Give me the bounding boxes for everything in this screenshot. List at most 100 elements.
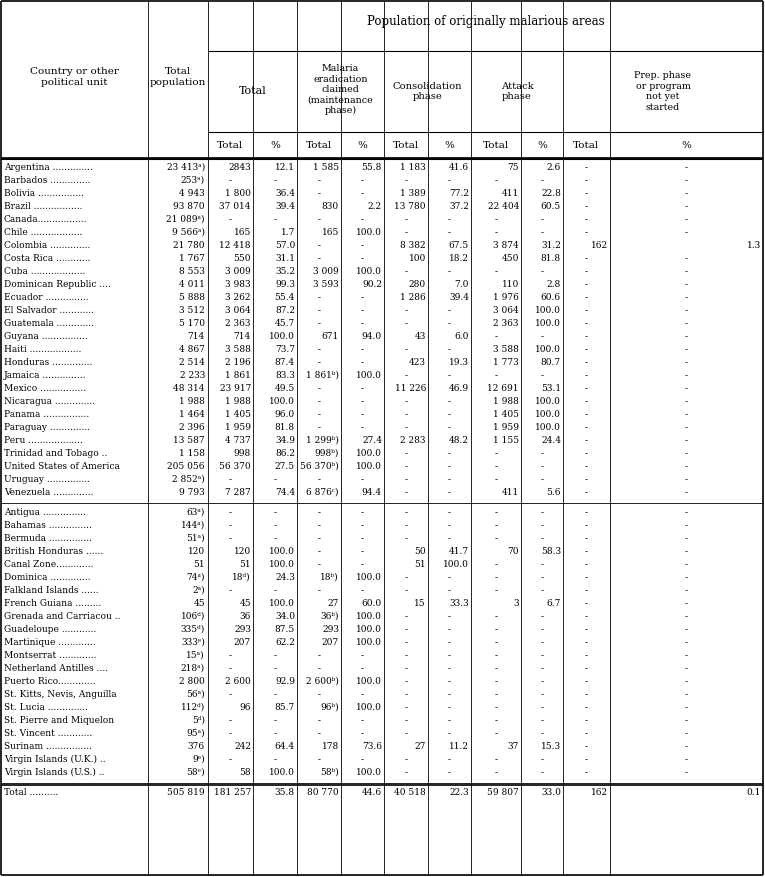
- Text: -: -: [541, 703, 543, 712]
- Text: -: -: [361, 729, 364, 738]
- Text: 11 226: 11 226: [395, 384, 426, 393]
- Text: -: -: [541, 215, 543, 224]
- Text: -: -: [361, 521, 364, 530]
- Text: -: -: [361, 254, 364, 263]
- Text: -: -: [274, 475, 276, 484]
- Text: 1 959: 1 959: [225, 423, 251, 432]
- Text: Canada.................: Canada.................: [4, 215, 87, 224]
- Text: -: -: [585, 690, 588, 699]
- Text: Nicaragua ..............: Nicaragua ..............: [4, 397, 95, 406]
- Text: -: -: [685, 677, 688, 686]
- Text: Puerto Rico.............: Puerto Rico.............: [4, 677, 96, 686]
- Text: -: -: [494, 625, 497, 634]
- Text: 60.6: 60.6: [541, 293, 561, 302]
- Text: 3 064: 3 064: [493, 306, 519, 315]
- Text: 44.6: 44.6: [362, 788, 382, 797]
- Text: 423: 423: [409, 358, 426, 367]
- Text: 49.5: 49.5: [275, 384, 295, 393]
- Text: 31.1: 31.1: [275, 254, 295, 263]
- Text: 9 793: 9 793: [179, 488, 205, 497]
- Text: -: -: [685, 462, 688, 471]
- Text: -: -: [585, 534, 588, 543]
- Text: 12 691: 12 691: [487, 384, 519, 393]
- Text: Falkland Islands ......: Falkland Islands ......: [4, 586, 99, 595]
- Text: -: -: [685, 319, 688, 328]
- Text: -: -: [274, 729, 276, 738]
- Text: 86.2: 86.2: [275, 449, 295, 458]
- Text: -: -: [585, 638, 588, 647]
- Text: 35.8: 35.8: [275, 788, 295, 797]
- Text: Grenada and Carriacou ..: Grenada and Carriacou ..: [4, 612, 121, 621]
- Text: 7 287: 7 287: [225, 488, 251, 497]
- Text: -: -: [317, 358, 321, 367]
- Text: -: -: [448, 345, 451, 354]
- Text: -: -: [585, 742, 588, 751]
- Text: -: -: [585, 280, 588, 289]
- Text: -: -: [494, 462, 497, 471]
- Text: 165: 165: [321, 228, 339, 237]
- Text: 1 959: 1 959: [493, 423, 519, 432]
- Text: 505 819: 505 819: [168, 788, 205, 797]
- Text: 13 780: 13 780: [395, 202, 426, 211]
- Text: -: -: [317, 560, 321, 569]
- Text: 5ᵈ): 5ᵈ): [192, 716, 205, 725]
- Text: -: -: [448, 651, 451, 660]
- Text: -: -: [585, 319, 588, 328]
- Text: -: -: [448, 755, 451, 764]
- Text: 100.0: 100.0: [269, 599, 295, 608]
- Text: 8 382: 8 382: [400, 241, 426, 250]
- Text: St. Pierre and Miquelon: St. Pierre and Miquelon: [4, 716, 114, 725]
- Text: -: -: [494, 332, 497, 341]
- Text: 5.6: 5.6: [546, 488, 561, 497]
- Text: -: -: [405, 677, 408, 686]
- Text: 100.0: 100.0: [536, 423, 561, 432]
- Text: Total: Total: [483, 141, 509, 150]
- Text: -: -: [229, 729, 232, 738]
- Text: 41.6: 41.6: [449, 163, 469, 172]
- Text: 51: 51: [415, 560, 426, 569]
- Text: 33.0: 33.0: [541, 788, 561, 797]
- Text: -: -: [317, 534, 321, 543]
- Text: 80.7: 80.7: [541, 358, 561, 367]
- Text: -: -: [494, 690, 497, 699]
- Text: -: -: [405, 638, 408, 647]
- Text: 5 170: 5 170: [179, 319, 205, 328]
- Text: 11.2: 11.2: [449, 742, 469, 751]
- Text: Bahamas ...............: Bahamas ...............: [4, 521, 92, 530]
- Text: -: -: [494, 267, 497, 276]
- Text: -: -: [685, 215, 688, 224]
- Text: Guatemala .............: Guatemala .............: [4, 319, 94, 328]
- Text: -: -: [541, 625, 543, 634]
- Text: 450: 450: [502, 254, 519, 263]
- Text: 2.2: 2.2: [368, 202, 382, 211]
- Text: -: -: [494, 651, 497, 660]
- Text: -: -: [494, 534, 497, 543]
- Text: Uruguay ...............: Uruguay ...............: [4, 475, 90, 484]
- Text: 162: 162: [591, 788, 608, 797]
- Text: 550: 550: [233, 254, 251, 263]
- Text: -: -: [229, 586, 232, 595]
- Text: -: -: [585, 599, 588, 608]
- Text: -: -: [448, 215, 451, 224]
- Text: -: -: [405, 176, 408, 185]
- Text: 165: 165: [233, 228, 251, 237]
- Text: -: -: [317, 410, 321, 419]
- Text: -: -: [685, 280, 688, 289]
- Text: -: -: [494, 573, 497, 582]
- Text: 2.8: 2.8: [547, 280, 561, 289]
- Text: -: -: [274, 690, 276, 699]
- Text: 100.0: 100.0: [269, 560, 295, 569]
- Text: Prep. phase
or program
not yet
started: Prep. phase or program not yet started: [634, 71, 692, 111]
- Text: 120: 120: [234, 547, 251, 556]
- Text: Malaria
eradication
claimed
(maintenance
phase): Malaria eradication claimed (maintenance…: [308, 64, 373, 115]
- Text: -: -: [585, 176, 588, 185]
- Text: -: -: [585, 716, 588, 725]
- Text: 37.2: 37.2: [449, 202, 469, 211]
- Text: 55.8: 55.8: [362, 163, 382, 172]
- Text: 1 585: 1 585: [313, 163, 339, 172]
- Text: -: -: [685, 703, 688, 712]
- Text: 57.0: 57.0: [275, 241, 295, 250]
- Text: Paraguay ..............: Paraguay ..............: [4, 423, 90, 432]
- Text: 1 988: 1 988: [493, 397, 519, 406]
- Text: -: -: [317, 215, 321, 224]
